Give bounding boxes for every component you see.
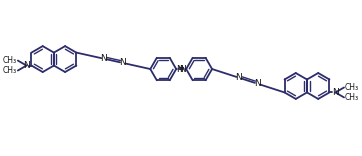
Text: N: N <box>332 88 339 97</box>
Text: CH₃: CH₃ <box>3 56 17 65</box>
Text: CH₃: CH₃ <box>345 93 359 102</box>
Text: N: N <box>177 65 183 73</box>
Text: CH₃: CH₃ <box>345 83 359 92</box>
Text: CH₃: CH₃ <box>3 66 17 75</box>
Text: N: N <box>119 58 126 67</box>
Text: N: N <box>254 79 261 88</box>
Text: N: N <box>236 73 242 82</box>
Text: N: N <box>23 61 30 70</box>
Text: N: N <box>179 65 186 73</box>
Text: N: N <box>100 54 107 63</box>
